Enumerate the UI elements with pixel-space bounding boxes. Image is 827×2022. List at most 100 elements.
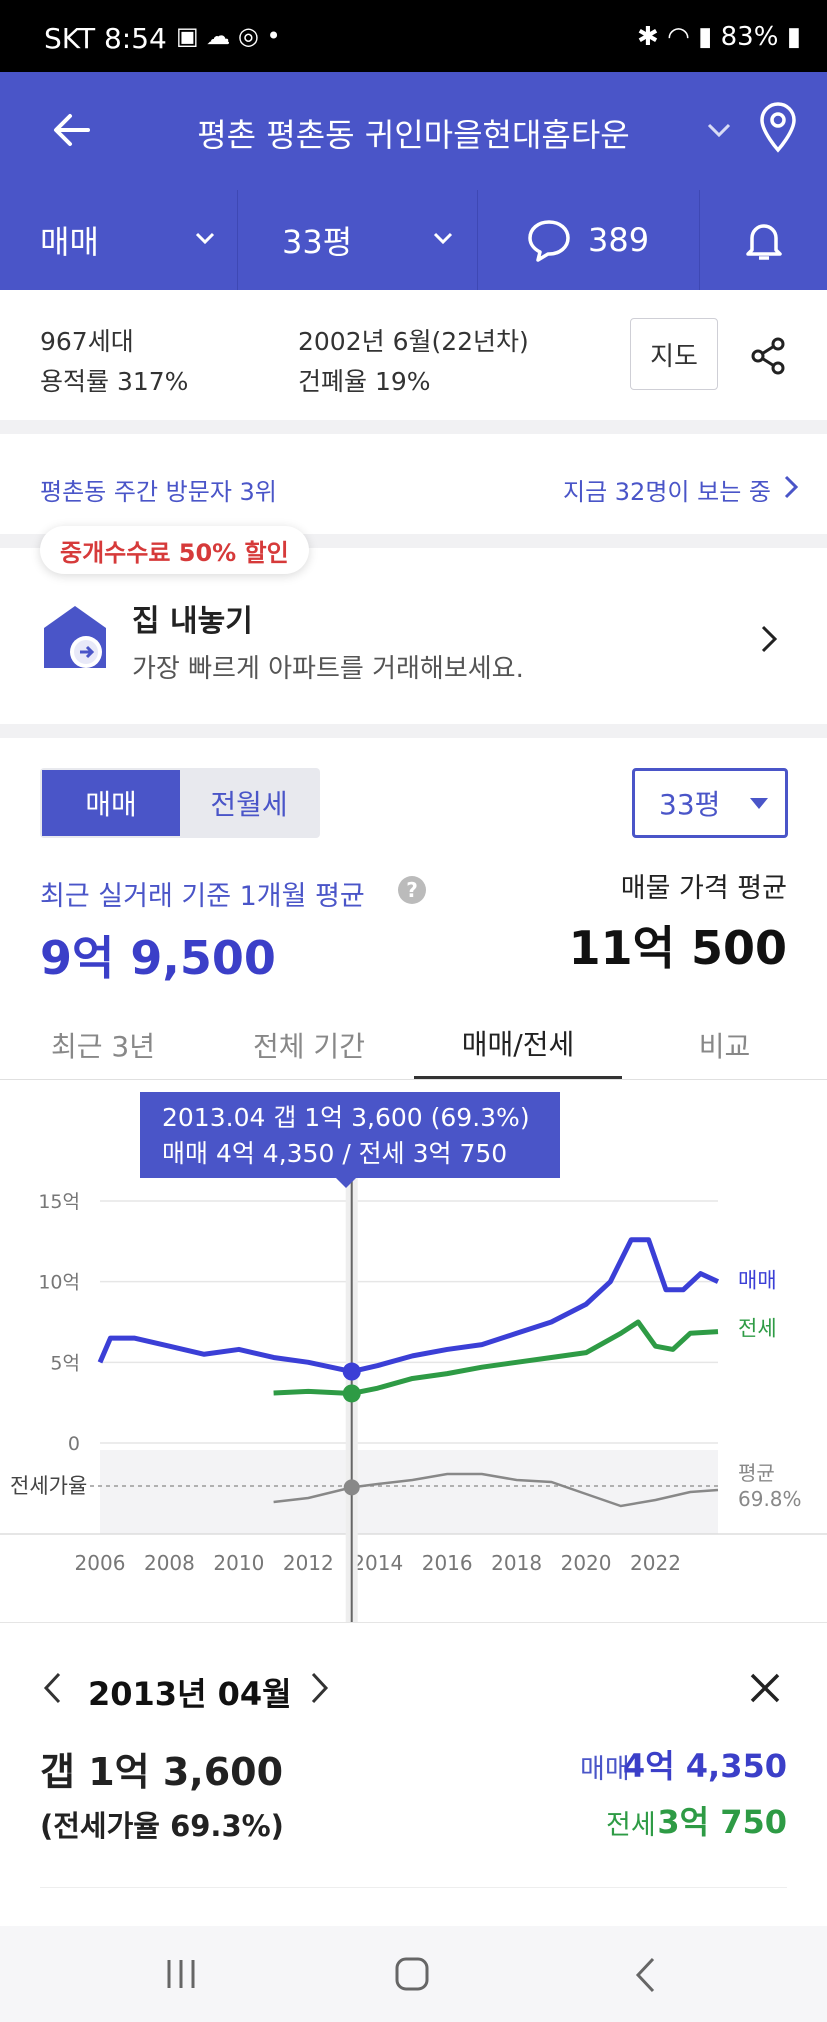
built-year: 2002년 6월(22년차) [298,327,529,356]
detail-jeonse-label: 전세 [606,1810,656,1841]
viewing-now: 지금 32명이 보는 중 [563,478,771,506]
comments-button[interactable]: 389 [478,190,700,290]
trade-type-label: 매매 [40,223,99,261]
promo-badge: 중개수수료 50% 할인 [40,526,309,574]
tab-compare[interactable]: 비교 [698,1030,751,1063]
x-tick-label: 2012 [283,1551,334,1575]
recent-price-label: 최근 실거래 기준 1개월 평균 [40,881,365,912]
chevron-right-icon [784,475,799,499]
chat-bubble-icon [528,220,570,262]
caret-down-icon [750,798,768,809]
series-label-sale: 매매 [738,1269,777,1293]
tab-recent-3y[interactable]: 최근 3년 [51,1030,155,1063]
bluetooth-icon: ✱ [637,22,659,52]
help-icon[interactable]: ? [398,876,426,904]
visitor-rank: 평촌동 주간 방문자 3위 [40,478,277,506]
tooltip-line2: 매매 4억 4,350 / 전세 3억 750 [162,1139,508,1168]
sell-title: 집 내놓기 [132,604,253,639]
toggle-rent[interactable]: 전월세 [210,788,288,821]
tab-sale-jeonse[interactable]: 매매/전세 [414,1010,622,1080]
back-arrow-icon[interactable] [48,106,96,154]
series-line-sale [97,1237,720,1375]
comment-count: 389 [588,221,650,259]
x-tick-label: 2014 [352,1551,403,1575]
share-icon[interactable] [748,336,788,376]
chevron-left-icon[interactable] [42,1671,62,1705]
toggle-sale[interactable]: 매매 [42,770,180,836]
recent-price-value: 9억 9,500 [40,931,276,985]
visitor-row[interactable]: 평촌동 주간 방문자 3위 지금 32명이 보는 중 [0,434,827,534]
notification-icons: ▣ ☁ ◎ • [176,22,281,50]
ratio-avg-value: 69.8% [738,1487,802,1511]
floor-area-ratio: 용적률 317% [40,367,189,396]
series-label-jeonse: 전세 [738,1317,777,1341]
detail-sale-label: 매매 [580,1754,630,1785]
bell-icon [745,224,782,260]
filter-bar: 매매 33평 389 [0,190,827,290]
detail-jeonse-value: 3억 750 [657,1803,787,1841]
detail-ratio: (전세가율 69.3%) [40,1809,284,1843]
coverage-ratio: 건폐율 19% [298,367,431,396]
size-select-value: 33평 [659,788,721,821]
series-line-jeonse [273,1319,719,1396]
location-pin-icon[interactable] [758,102,798,154]
x-tick-label: 2020 [561,1551,612,1575]
wifi-icon: ◠ [667,22,690,52]
tooltip-line1: 2013.04 갭 1억 3,600 (69.3%) [162,1103,530,1132]
detail-month: 2013년 04월 [88,1675,292,1713]
complex-info: 967세대 용적률 317% 2002년 6월(22년차) 건폐율 19% 지도 [0,290,827,420]
x-tick-label: 2006 [75,1551,126,1575]
tab-all-period[interactable]: 전체 기간 [253,1030,365,1063]
listing-price-value: 11억 500 [568,921,787,975]
map-button[interactable]: 지도 [630,318,718,390]
y-tick-label: 15억 [38,1191,80,1213]
x-tick-label: 2016 [422,1551,473,1575]
alarm-button[interactable] [700,190,827,290]
x-tick-label: 2018 [491,1551,542,1575]
back-icon[interactable] [634,1956,656,1994]
chevron-right-icon [761,625,778,653]
status-bar: SKT 8:54 ▣ ☁ ◎ • ✱ ◠ ▮ 83% ▮ [0,0,827,72]
chevron-right-icon[interactable] [310,1671,330,1705]
size-select[interactable]: 33평 [632,768,788,838]
sell-subtitle: 가장 빠르게 아파트를 거래해보세요. [132,654,524,684]
ratio-avg-label: 평균 [738,1461,775,1485]
home-icon[interactable] [394,1956,430,1992]
detail-panel: 2013년 04월 갭 1억 3,600 (전세가율 69.3%) 매매 4억 … [0,1622,827,1926]
divider [40,1887,787,1888]
detail-sale-value: 4억 4,350 [622,1747,787,1785]
listing-price-label: 매물 가격 평균 [620,873,787,904]
chart-tooltip: 2013.04 갭 1억 3,600 (69.3%) 매매 4억 4,350 /… [140,1092,560,1188]
status-right: ✱ ◠ ▮ 83% ▮ [637,22,801,52]
cursor-point-jeonse [342,1384,361,1403]
chevron-down-icon[interactable] [706,120,732,140]
size-dropdown[interactable]: 33평 [238,190,478,290]
y-tick-label: 5억 [50,1352,80,1374]
divider [0,420,827,434]
signal-icon: ▮ [698,22,713,52]
trade-type-dropdown[interactable]: 매매 [0,190,238,290]
status-time: SKT 8:54 [44,22,167,55]
close-icon[interactable] [748,1671,782,1705]
y-tick-label: 0 [68,1433,80,1455]
chevron-down-icon [433,232,453,245]
ratio-label: 전세가율 [10,1474,87,1498]
app-header: 평촌 평촌동 귀인마을현대홈타운 [0,72,827,190]
battery-percent: 83% [720,22,779,52]
detail-gap: 갭 1억 3,600 [40,1750,284,1794]
x-tick-label: 2010 [213,1551,264,1575]
size-label: 33평 [282,223,353,261]
households: 967세대 [40,327,134,356]
x-tick-label: 2008 [144,1551,195,1575]
ratio-band [100,1450,718,1534]
sell-home-card[interactable]: 집 내놓기 가장 빠르게 아파트를 거래해보세요. [0,548,827,724]
cursor-point-ratio [343,1479,360,1496]
divider [0,1079,827,1080]
system-nav-bar [0,1926,827,2022]
deal-type-toggle: 매매 전월세 [40,768,320,838]
x-tick-label: 2022 [630,1551,681,1575]
house-upload-icon [44,606,106,668]
page-title[interactable]: 평촌 평촌동 귀인마을현대홈타운 [197,116,630,154]
recent-apps-icon[interactable] [164,1958,198,1990]
